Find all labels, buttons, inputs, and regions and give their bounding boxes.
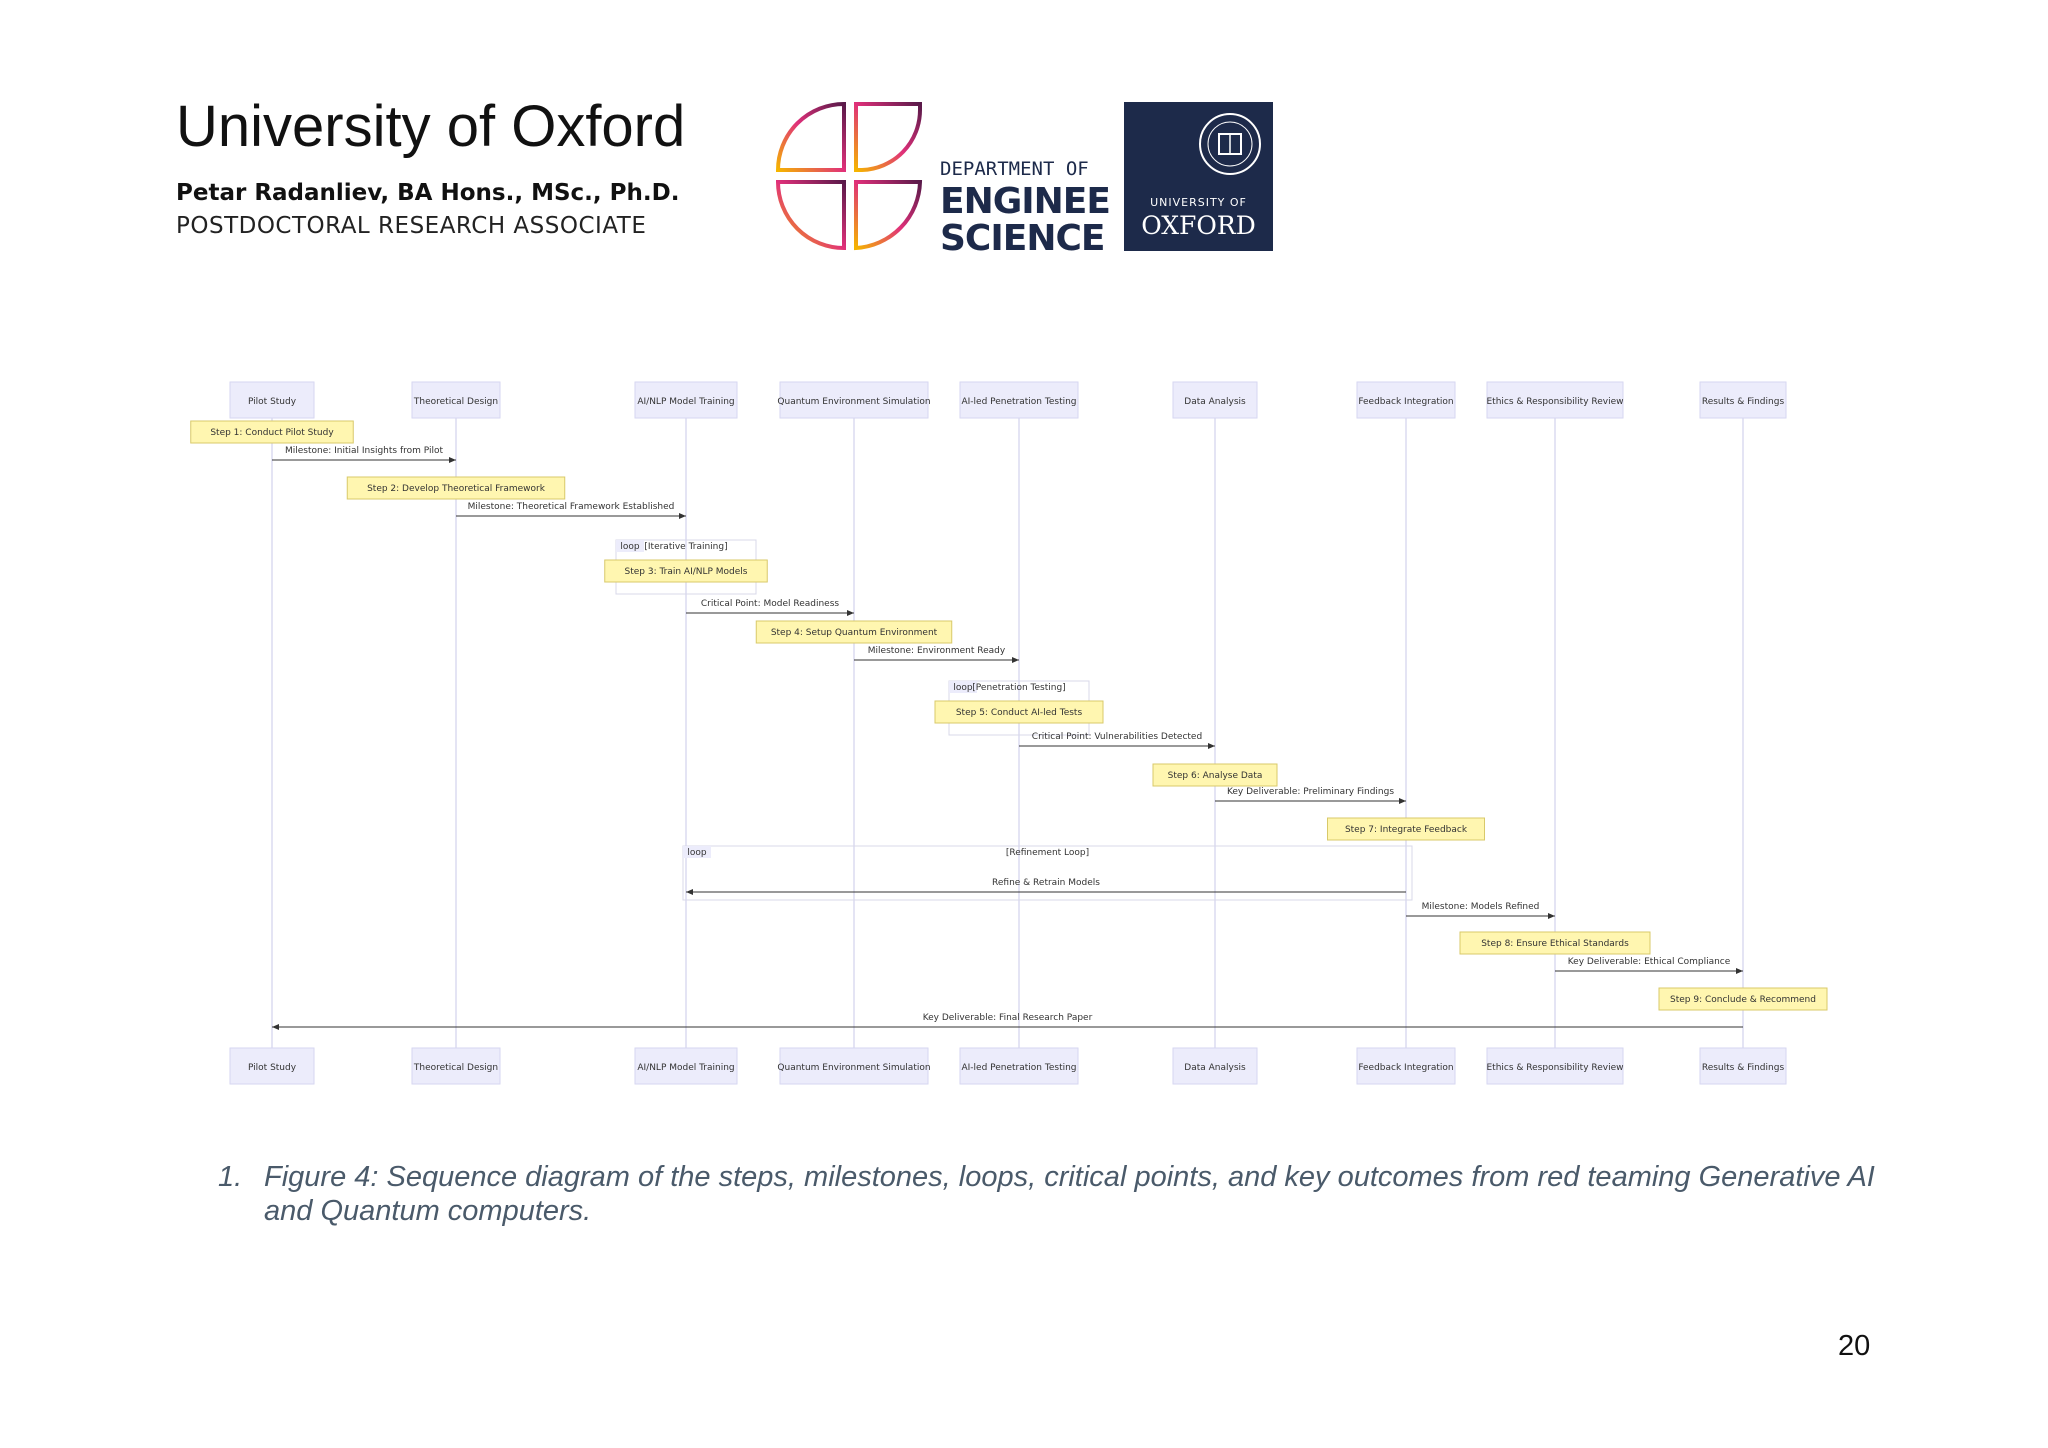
caption-text: Figure 4: Sequence diagram of the steps,… xyxy=(264,1161,1875,1227)
message-label: Milestone: Theoretical Framework Establi… xyxy=(468,502,675,512)
note-text: Step 9: Conclude & Recommend xyxy=(1670,995,1816,1005)
participant-box-top xyxy=(1699,381,1787,419)
loop-tag xyxy=(949,681,977,693)
note-box xyxy=(604,559,768,583)
eng-logo-line-3: SCIENCE xyxy=(940,218,1104,255)
message-label: Milestone: Initial Insights from Pilot xyxy=(285,446,444,456)
loop-label: loop xyxy=(687,848,707,858)
participant-label: Data Analysis xyxy=(1184,397,1246,407)
participant-box-bottom xyxy=(779,1047,929,1085)
participant-box-top xyxy=(1172,381,1258,419)
message-label: Key Deliverable: Preliminary Findings xyxy=(1227,787,1394,797)
participant-label: Results & Findings xyxy=(1702,1063,1785,1073)
note-box xyxy=(755,620,953,644)
participant-box-top xyxy=(1356,381,1456,419)
loop-tag xyxy=(683,846,711,858)
participant-box-bottom xyxy=(1356,1047,1456,1085)
caption-number: 1. xyxy=(218,1161,243,1193)
participant-label: AI/NLP Model Training xyxy=(637,397,734,407)
message-label: Critical Point: Vulnerabilities Detected xyxy=(1032,732,1202,742)
page-title: University of Oxford xyxy=(176,94,686,159)
participant-box-top xyxy=(779,381,929,419)
author-role: POSTDOCTORAL RESEARCH ASSOCIATE xyxy=(176,213,647,239)
note-text: Step 1: Conduct Pilot Study xyxy=(210,428,334,438)
oxford-logo: UNIVERSITY OF OXFORD xyxy=(1124,102,1273,251)
note-box xyxy=(1658,987,1828,1011)
participant-label: Pilot Study xyxy=(248,1063,297,1073)
note-box xyxy=(934,700,1104,724)
eng-logo-line-2: ENGINEERING xyxy=(940,181,1110,222)
message-label: Milestone: Models Refined xyxy=(1422,902,1540,912)
note-box xyxy=(1327,817,1485,841)
participant-label: AI-led Penetration Testing xyxy=(961,397,1076,407)
oxford-logo-line-2: OXFORD xyxy=(1141,211,1256,240)
loop-condition: [Refinement Loop] xyxy=(1006,848,1089,858)
page-number: 20 xyxy=(1838,1330,1871,1362)
message-label: Milestone: Environment Ready xyxy=(868,646,1006,656)
participant-box-bottom xyxy=(1699,1047,1787,1085)
loop-condition: [Penetration Testing] xyxy=(972,683,1065,693)
note-text: Step 7: Integrate Feedback xyxy=(1345,825,1468,835)
note-text: Step 5: Conduct AI-led Tests xyxy=(956,708,1083,718)
note-text: Step 3: Train AI/NLP Models xyxy=(624,567,747,577)
note-text: Step 4: Setup Quantum Environment xyxy=(771,628,938,638)
message-label: Refine & Retrain Models xyxy=(992,878,1100,888)
participant-label: AI-led Penetration Testing xyxy=(961,1063,1076,1073)
participant-label: Feedback Integration xyxy=(1358,1063,1453,1073)
note-box xyxy=(346,476,566,500)
participant-box-bottom xyxy=(411,1047,501,1085)
author-name: Petar Radanliev, BA Hons., MSc., Ph.D. xyxy=(176,180,680,206)
note-box xyxy=(1459,931,1651,955)
message-label: Critical Point: Model Readiness xyxy=(701,599,840,609)
participant-label: AI/NLP Model Training xyxy=(637,1063,734,1073)
participant-label: Ethics & Responsibility Review xyxy=(1486,1063,1623,1073)
participant-label: Data Analysis xyxy=(1184,1063,1246,1073)
loop-frame xyxy=(682,845,1413,901)
loop-tag xyxy=(616,540,644,552)
participant-label: Pilot Study xyxy=(248,397,297,407)
participant-box-top xyxy=(959,381,1079,419)
participant-box-bottom xyxy=(229,1047,315,1085)
loop-label: loop xyxy=(620,542,640,552)
participant-box-top xyxy=(411,381,501,419)
note-text: Step 8: Ensure Ethical Standards xyxy=(1481,939,1629,949)
participant-box-bottom xyxy=(1486,1047,1624,1085)
loop-condition: [Iterative Training] xyxy=(644,542,727,552)
note-text: Step 6: Analyse Data xyxy=(1168,771,1263,781)
note-text: Step 2: Develop Theoretical Framework xyxy=(367,484,546,494)
loop-label: loop xyxy=(953,683,973,693)
note-box xyxy=(1152,763,1278,787)
participant-label: Ethics & Responsibility Review xyxy=(1486,397,1623,407)
participant-label: Quantum Environment Simulation xyxy=(777,1063,930,1073)
engineering-science-logo: DEPARTMENT OF ENGINEERING SCIENCE xyxy=(775,101,1110,255)
oxford-crest-icon xyxy=(1199,113,1261,175)
oxford-logo-line-1: UNIVERSITY OF xyxy=(1150,196,1247,209)
participant-label: Results & Findings xyxy=(1702,397,1785,407)
eng-logo-line-1: DEPARTMENT OF xyxy=(940,158,1089,180)
participant-label: Theoretical Design xyxy=(413,397,498,407)
participant-box-top xyxy=(1486,381,1624,419)
participant-box-bottom xyxy=(959,1047,1079,1085)
participant-label: Feedback Integration xyxy=(1358,397,1453,407)
message-label: Key Deliverable: Final Research Paper xyxy=(923,1013,1093,1023)
participant-box-top xyxy=(229,381,315,419)
participant-label: Theoretical Design xyxy=(413,1063,498,1073)
note-box xyxy=(190,420,354,444)
participant-label: Quantum Environment Simulation xyxy=(777,397,930,407)
message-label: Key Deliverable: Ethical Compliance xyxy=(1568,957,1731,967)
participant-box-bottom xyxy=(634,1047,738,1085)
participant-box-top xyxy=(634,381,738,419)
participant-box-bottom xyxy=(1172,1047,1258,1085)
